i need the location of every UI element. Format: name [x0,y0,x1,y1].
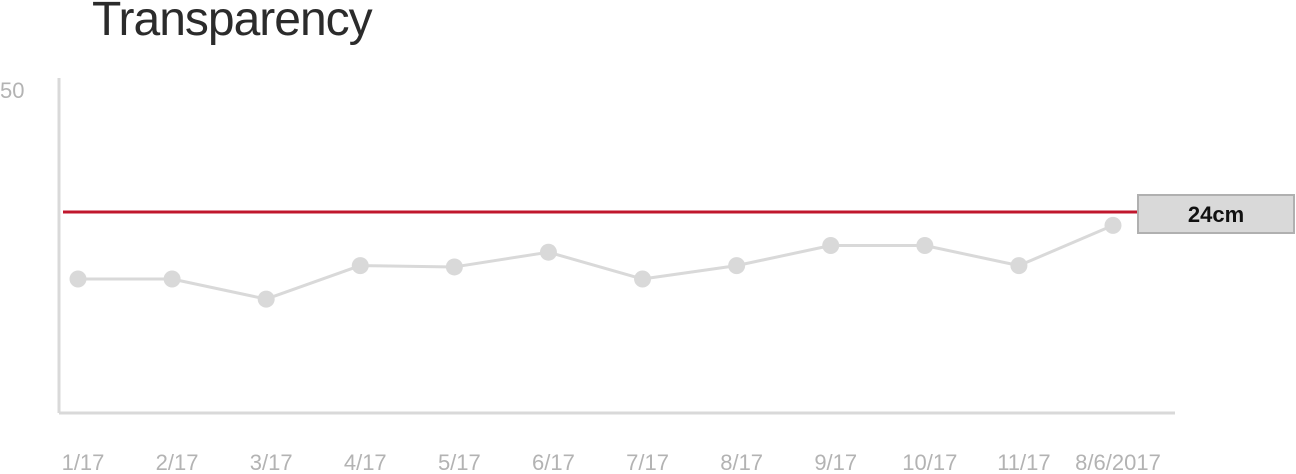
data-point [539,243,557,261]
series-line [78,224,1114,301]
data-point [634,270,652,288]
reference-label: 24cm [1188,202,1244,227]
data-point [728,257,746,275]
data-point [822,237,840,254]
data-point [351,257,369,275]
data-point [916,237,934,254]
data-point [69,270,87,288]
x-tick-label: 2/17 [156,450,199,474]
x-tick-label: 11/17 [997,450,1050,474]
series-group [69,216,1122,308]
x-tick-label: 8/17 [720,450,763,474]
x-tick-label: 1/17 [62,450,105,474]
data-point [1104,216,1122,234]
x-tick-label: 3/17 [250,450,293,474]
x-tick-label: 9/17 [814,450,857,474]
chart-title: Transparency [92,0,373,46]
reference-label-box [1137,194,1295,234]
x-tick-label: 8/6/2017 [1075,450,1161,474]
x-tick-label: 10/17 [902,450,957,474]
data-point [257,290,275,308]
x-tick-label: 5/17 [438,450,481,474]
data-point [1010,257,1028,275]
y-tick-label: 50 [0,78,24,103]
x-tick-label: 7/17 [626,450,669,474]
data-point [445,258,463,276]
x-tick-labels: 1/17 2/17 3/17 4/17 5/17 6/17 7/17 8/17 9/17 10/1… [62,450,1161,474]
y-tick-labels: 50 [0,78,24,103]
data-point [163,270,181,288]
x-tick-label: 4/17 [344,450,387,474]
x-tick-label: 6/17 [532,450,575,474]
axes [57,78,1175,415]
reference-line-group: 24cm [63,194,1295,234]
